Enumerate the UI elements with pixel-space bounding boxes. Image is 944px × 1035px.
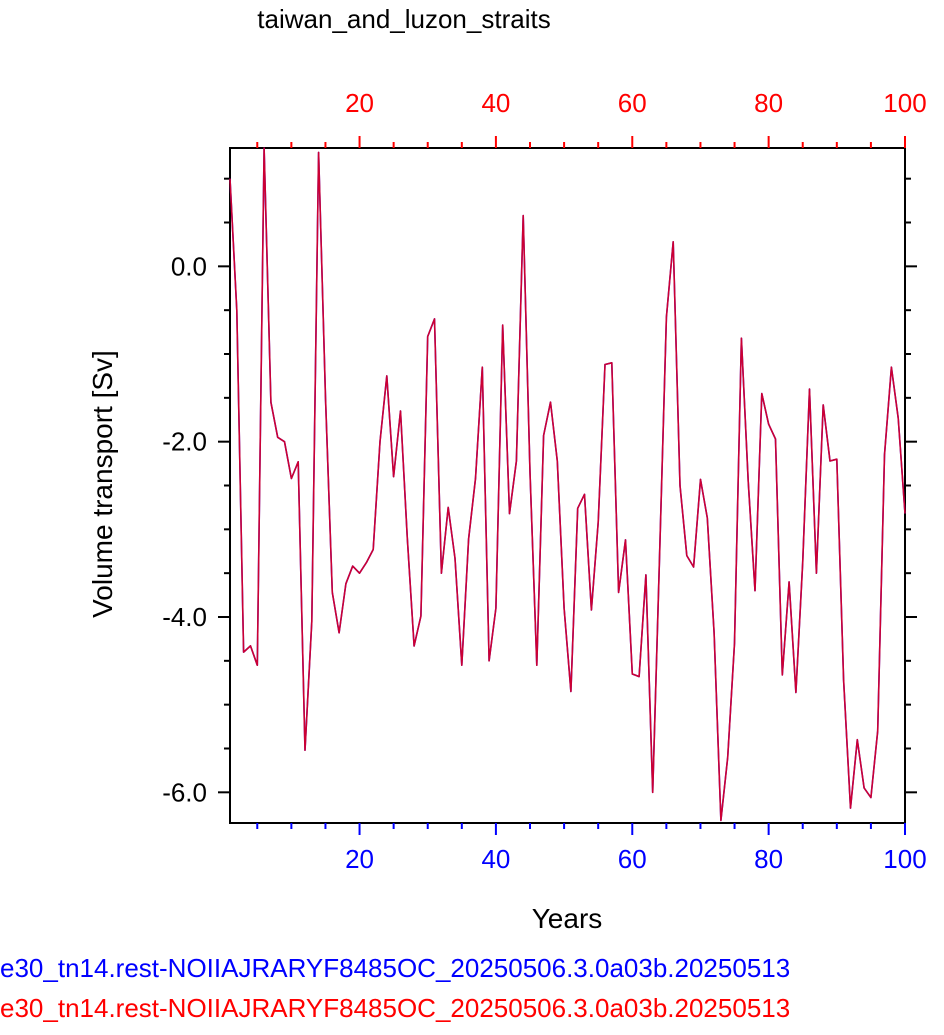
x-tick-label-bottom: 100 [883, 844, 926, 874]
x-tick-label-bottom: 20 [345, 844, 374, 874]
series-line-blue [229, 147, 906, 822]
x-tick-label-bottom: 40 [481, 844, 510, 874]
plot-frame [229, 147, 906, 824]
legend-label-red: e30_tn14.rest-NOIIAJRARYF8485OC_20250506… [0, 993, 791, 1023]
x-tick-label-top: 100 [883, 88, 926, 118]
y-tick-label: -4.0 [162, 602, 207, 632]
x-tick-label-top: 80 [754, 88, 783, 118]
y-tick-label: 0.0 [171, 251, 207, 281]
y-axis-label: Volume transport [Sv] [87, 350, 118, 618]
y-tick-label: -2.0 [162, 427, 207, 457]
series-line-red [229, 147, 906, 822]
y-tick-label: -6.0 [162, 777, 207, 807]
x-tick-label-bottom: 80 [754, 844, 783, 874]
plot-area: 20 20 40 40 60 60 80 80 100 100 0.0 -2.0 -4.0 -6.0 [162, 88, 927, 874]
legend-label-blue: e30_tn14.rest-NOIIAJRARYF8485OC_20250506… [0, 953, 791, 983]
x-axis-label: Years [532, 903, 603, 934]
chart-title: taiwan_and_luzon_straits [257, 4, 550, 34]
x-tick-label-top: 40 [481, 88, 510, 118]
legend-entry-red: e30_tn14.rest-NOIIAJRARYF8485OC_20250506… [0, 993, 944, 1024]
x-tick-label-top: 60 [618, 88, 647, 118]
x-tick-label-top: 20 [345, 88, 374, 118]
x-tick-label-bottom: 60 [618, 844, 647, 874]
legend-entry-blue: e30_tn14.rest-NOIIAJRARYF8485OC_20250506… [0, 953, 944, 984]
